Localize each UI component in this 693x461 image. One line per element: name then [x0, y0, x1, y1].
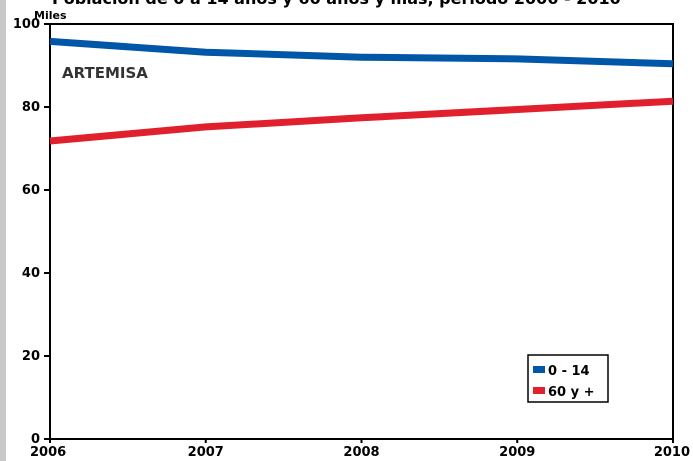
y-tick-label: 40 [22, 266, 40, 281]
y-tick-label: 80 [22, 100, 40, 115]
plot-area: 0 20 40 60 80 100 2006 2007 2008 2009 2010 ARTEMISA… [13, 17, 690, 460]
region-annotation: ARTEMISA [62, 64, 148, 82]
y-tick-label: 100 [13, 17, 40, 32]
y-tick-label: 0 [31, 432, 40, 447]
left-margin-strip [0, 0, 6, 461]
y-tick-label: 60 [22, 183, 40, 198]
legend-label: 60 y + [548, 385, 595, 400]
x-tick-label: 2008 [343, 445, 379, 460]
x-tick-label: 2006 [30, 445, 66, 460]
y-unit-label: Miles [34, 9, 67, 22]
x-tick-label: 2009 [499, 445, 535, 460]
x-tick-label: 2010 [654, 445, 690, 460]
legend: 0 - 14 60 y + [527, 354, 609, 403]
y-tick-label: 20 [22, 349, 40, 364]
legend-box [527, 354, 609, 403]
series-line-age-0-14 [49, 37, 674, 68]
chart-title: Población de 0 a 14 años y 60 años y más… [52, 0, 621, 8]
x-tick-label: 2007 [188, 445, 224, 460]
legend-swatch [533, 387, 545, 394]
series-line-age-60-plus [49, 97, 674, 145]
legend-swatch [533, 366, 545, 373]
legend-label: 0 - 14 [548, 364, 590, 379]
